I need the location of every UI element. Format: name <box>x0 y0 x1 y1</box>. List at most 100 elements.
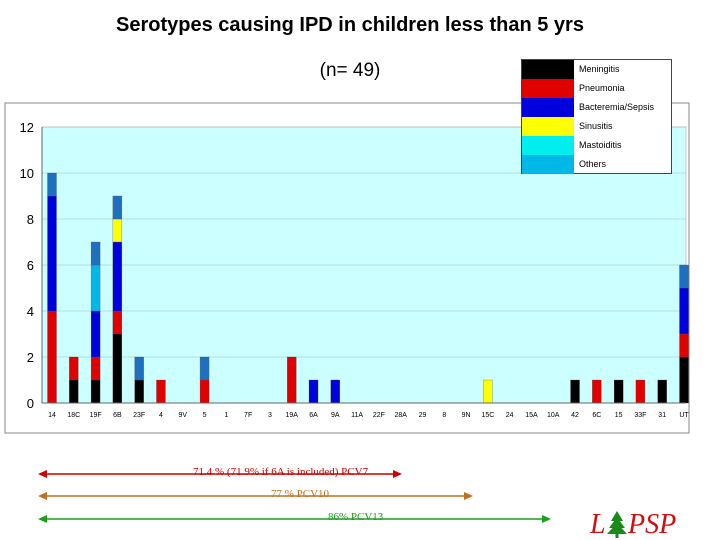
legend-swatch-meningitis <box>522 60 574 79</box>
bar-segment <box>90 241 101 266</box>
x-tick-label: 6B <box>113 412 122 419</box>
arrow-head-left-pcv13 <box>38 515 47 523</box>
x-tick-labels: 14 18C 19F 6B 23F 4 9V 5 1 7F 3 19A 6A 9A 11A 22F 28A 29 8… <box>48 412 689 419</box>
logo-text-l: L <box>589 509 606 539</box>
x-tick-label: 6C <box>592 412 601 419</box>
legend-item-pneumonia: Pneumonia <box>522 79 671 98</box>
chart-title: Serotypes causing IPD in children less t… <box>116 14 584 36</box>
x-tick-label: 11A <box>351 412 363 419</box>
lpsp-logo: L PSP <box>589 509 676 539</box>
legend-item-others: Others <box>522 155 671 174</box>
bars <box>47 172 689 404</box>
x-tick-label: 4 <box>159 412 163 419</box>
bar-segment <box>483 379 493 404</box>
bar-segment <box>90 264 101 312</box>
bar-segment <box>69 379 79 404</box>
y-tick-label: 2 <box>27 350 34 365</box>
bar-segment <box>134 356 144 381</box>
bar-segment <box>112 195 123 220</box>
legend-swatch-pneumonia <box>522 79 574 98</box>
bar-segment <box>592 379 602 404</box>
y-tick-label: 12 <box>20 120 34 135</box>
x-tick-label: 33F <box>634 412 646 419</box>
x-tick-label: 1 <box>224 412 228 419</box>
legend-label-bacteremia-sepsis: Bacteremia/Sepsis <box>579 102 655 112</box>
y-tick-label: 0 <box>27 396 34 411</box>
bar-segment <box>156 379 166 404</box>
legend-item-meningitis: Meningitis <box>522 60 671 79</box>
bar-segment <box>308 379 319 404</box>
x-tick-label: 9A <box>331 412 340 419</box>
legend-swatch-others <box>522 155 574 174</box>
bar-segment <box>47 310 57 404</box>
x-tick-label: 15 <box>615 412 623 419</box>
x-tick-label: 19A <box>285 412 298 419</box>
bar-segment <box>679 287 689 335</box>
legend-item-mastoiditis: Mastoiditis <box>522 136 671 155</box>
x-tick-label: 14 <box>48 412 56 419</box>
y-tick-label: 10 <box>20 166 34 181</box>
x-tick-label: 24 <box>506 412 514 419</box>
x-tick-label: 9V <box>178 412 187 419</box>
x-tick-label: 7F <box>244 412 252 419</box>
bar-segment <box>90 310 101 358</box>
x-tick-label: 18C <box>67 412 80 419</box>
x-tick-label: 23F <box>133 412 145 419</box>
bar-segment <box>134 379 144 404</box>
x-tick-label: 19F <box>90 412 102 419</box>
x-tick-label: 22F <box>373 412 385 419</box>
bar-segment <box>613 379 624 404</box>
legend-label-sinusitis: Sinusitis <box>579 121 613 131</box>
legend-swatch-sinusitis <box>522 117 574 136</box>
legend-swatch-bacteremia-sepsis <box>522 98 574 117</box>
x-tick-label: UT <box>679 412 689 419</box>
x-tick-label: 3 <box>268 412 272 419</box>
y-tick-label: 8 <box>27 212 34 227</box>
coverage-note-pcv7: 71.4 % (71.9% if 6A is included) PCV7 <box>193 466 369 478</box>
bar-segment <box>570 379 580 404</box>
x-tick-label: 28A <box>394 412 407 419</box>
bar-segment <box>69 356 79 381</box>
bar-segment <box>679 333 689 358</box>
arrow-head-right-pcv10 <box>464 492 473 500</box>
arrow-head-right-pcv7 <box>393 470 402 478</box>
bar-segment <box>112 241 123 312</box>
y-tick-label: 6 <box>27 258 34 273</box>
bar-segment <box>635 379 646 404</box>
bar-segment <box>679 356 689 404</box>
bar-segment <box>287 356 297 404</box>
gridlines <box>42 126 686 358</box>
bar-segment <box>112 333 123 404</box>
legend-label-pneumonia: Pneumonia <box>579 83 625 93</box>
x-tick-label: 42 <box>571 412 579 419</box>
legend-label-others: Others <box>579 159 607 169</box>
legend-item-sinusitis: Sinusitis <box>522 117 671 136</box>
bar-segment <box>112 218 123 243</box>
legend-item-bacteremia-sepsis: Bacteremia/Sepsis <box>522 98 671 117</box>
bar-segment <box>199 379 210 404</box>
bar-segment <box>90 379 101 404</box>
bar-segment <box>47 195 57 312</box>
x-tick-label: 8 <box>442 412 446 419</box>
bar-segment <box>47 172 57 197</box>
bar-segment <box>679 264 689 289</box>
arrow-head-right-pcv13 <box>542 515 551 523</box>
x-tick-label: 15A <box>525 412 538 419</box>
arrow-head-left-pcv10 <box>38 492 47 500</box>
bar-segment <box>90 356 101 381</box>
x-tick-label: 29 <box>419 412 427 419</box>
coverage-arrow-pcv13 <box>38 515 551 523</box>
x-tick-label: 5 <box>203 412 207 419</box>
x-tick-label: 31 <box>658 412 666 419</box>
x-tick-label: 6A <box>309 412 318 419</box>
x-tick-label: 9N <box>462 412 471 419</box>
legend-swatch-mastoiditis <box>522 136 574 155</box>
bar-segment <box>330 379 340 404</box>
coverage-arrow-pcv7 <box>38 470 402 478</box>
y-tick-labels: 0 2 4 6 8 10 12 <box>20 120 34 411</box>
chart-subtitle: (n= 49) <box>319 60 381 81</box>
x-tick-label: 15C <box>481 412 494 419</box>
legend-label-mastoiditis: Mastoiditis <box>579 140 622 150</box>
arrow-head-left-pcv7 <box>38 470 47 478</box>
bar-segment <box>657 379 667 404</box>
